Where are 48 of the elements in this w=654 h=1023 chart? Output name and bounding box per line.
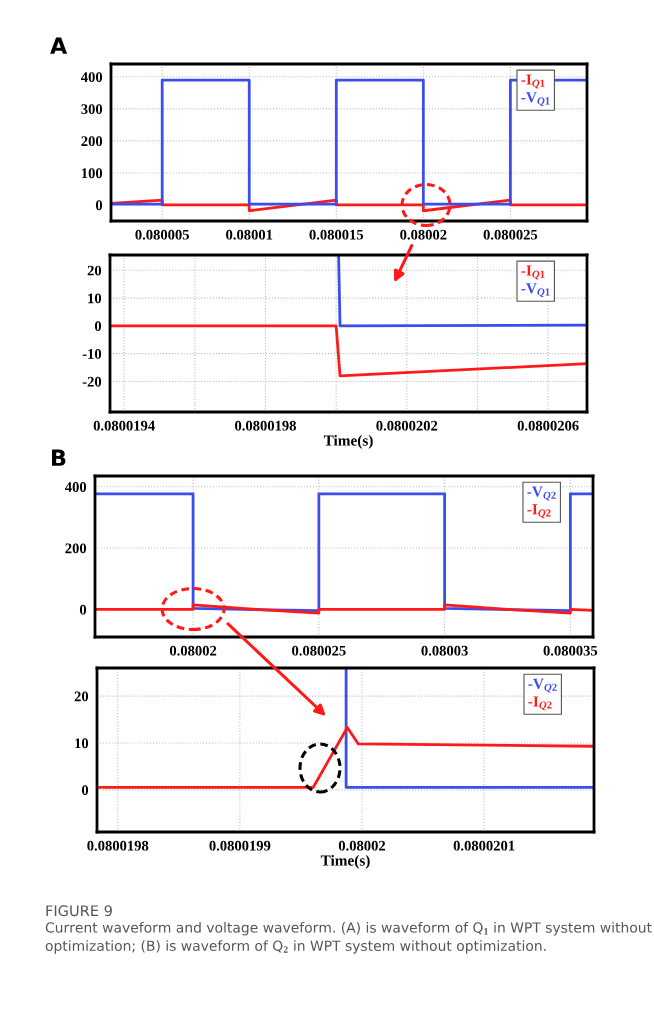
x-tick-label: 0.080035 [543,645,598,656]
x-tick-label: 0.08001 [226,229,273,240]
x-tick-label: 0.080025 [292,645,346,656]
text: -I$_{Q2}$ [528,696,552,711]
y-tick-label: 0 [79,604,87,615]
y-tick-label: -10 [82,349,102,359]
y-tick-label: -20 [82,376,102,387]
x-axis-title: Time(s) [320,854,370,869]
series-label: -V$_{Q1}$ [521,283,550,298]
text: -I$_{Q2}$ [527,504,551,519]
y-tick-label: 10 [75,738,89,749]
y-tick-label: 0 [95,200,103,211]
y-tick-label: 400 [80,72,103,83]
y-tick-label: 200 [65,543,87,554]
text: Current waveform and voltage waveform. (A) is waveform of Q$_{1}$ in WPT system without optimization; (B) is waveform of Q$_{2}$ in WPT system without optimization. [45,922,652,954]
y-tick-label: 100 [81,168,103,179]
x-tick-label: 0.08002 [400,229,447,240]
y-tick-label: 200 [81,136,103,147]
y-tick-label: 20 [87,265,102,276]
x-tick-label: 0.0800206 [517,420,579,431]
x-tick-label: 0.0800202 [376,420,438,431]
text: -I$_{Q1}$ [521,265,545,280]
x-tick-label: 0.080015 [309,229,364,240]
text: -V$_{Q2}$ [528,678,557,693]
x-tick-label: 0.08003 [421,645,468,656]
y-tick-label: 0 [94,321,102,332]
x-tick-label: 0.0800201 [453,840,515,851]
series-label: -V$_{Q2}$ [527,486,556,501]
text: -I$_{Q1}$ [521,74,545,89]
y-tick-label: 400 [64,482,87,492]
y-tick-label: 10 [88,293,102,304]
x-tick-label: 0.08002 [169,645,217,656]
x-tick-label: 0.0800198 [87,840,149,851]
chart-title: B [52,449,66,466]
x-tick-label: 0.08002 [338,840,386,851]
caption: FIGURE 9 [46,905,112,917]
x-tick-label: 0.0800199 [209,840,271,851]
x-tick-label: 0.0800198 [235,420,296,431]
y-tick-label: 300 [81,104,103,115]
y-tick-label: 20 [74,691,89,702]
line-series [97,726,594,789]
x-tick-label: 0.0800194 [93,420,155,431]
y-tick-label: 0 [81,785,89,796]
x-tick-label: 0.080005 [135,229,189,240]
chart-title: A [50,37,68,54]
x-axis-title: Time(s) [323,434,373,449]
series-label: -V$_{Q1}$ [521,92,550,107]
x-tick-label: 0.080025 [483,229,538,240]
